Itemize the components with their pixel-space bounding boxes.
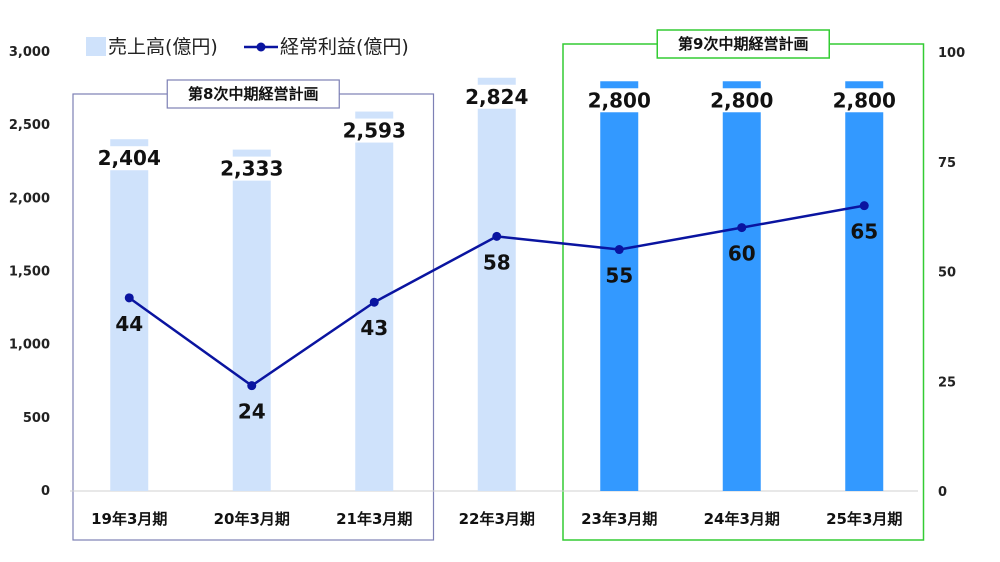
left-axis-tick-label: 3,000	[9, 45, 50, 60]
legend: 売上高(億円) 経常利益(億円)	[86, 36, 409, 58]
bar-label-background	[228, 156, 275, 181]
bar	[722, 81, 761, 492]
line-point	[859, 201, 869, 211]
x-axis-category-label: 23年3月期	[581, 510, 657, 528]
bar-label-background	[596, 88, 643, 113]
bar-value-label: 2,800	[588, 88, 651, 112]
right-axis-tick-label: 0	[938, 485, 947, 500]
bar	[477, 77, 516, 491]
bar-value-label: 2,333	[220, 157, 283, 181]
x-axis-category-label: 20年3月期	[214, 510, 290, 528]
line-point	[492, 231, 502, 241]
line-value-label: 44	[115, 312, 143, 336]
bar-value-label: 2,824	[465, 85, 528, 109]
x-axis-category-label: 24年3月期	[704, 510, 780, 528]
legend-bar-swatch	[86, 37, 106, 56]
legend-line-label: 経常利益(億円)	[280, 36, 409, 58]
line-point	[247, 381, 257, 391]
line-value-label: 65	[850, 220, 878, 244]
plan-group-title-box	[166, 79, 340, 109]
left-axis-tick-label: 0	[41, 484, 50, 499]
line-point	[369, 297, 379, 307]
right-axis-tick-label: 50	[938, 266, 956, 281]
legend-line-marker	[256, 42, 266, 52]
bar-label-background	[718, 88, 765, 113]
bar-value-label: 2,800	[833, 88, 896, 112]
bar	[110, 139, 149, 491]
x-axis-category-label: 19年3月期	[91, 510, 167, 528]
bar-label-background	[473, 84, 520, 109]
line-point	[737, 223, 747, 233]
bar	[600, 81, 639, 492]
left-axis-tick-label: 500	[23, 411, 50, 426]
line-value-label: 55	[605, 264, 633, 288]
bar	[232, 149, 271, 491]
line-series: 44 24 43 58 55 60 65	[115, 201, 878, 424]
plan-group-title: 第9次中期経営計画	[678, 35, 808, 53]
bar-value-label: 2,800	[710, 88, 773, 112]
line-value-label: 43	[360, 316, 388, 340]
bar-value-label: 2,593	[343, 119, 406, 143]
line-point	[124, 293, 134, 303]
line-value-label: 58	[483, 250, 511, 274]
left-axis-tick-label: 2,000	[9, 191, 50, 206]
x-axis-category-label: 25年3月期	[826, 510, 902, 528]
bar-label-background	[106, 146, 153, 171]
right-axis-tick-label: 25	[938, 375, 956, 390]
right-axis-tick-label: 100	[938, 46, 965, 61]
line-value-label: 60	[728, 242, 756, 266]
legend-bar-label: 売上高(億円)	[108, 36, 218, 58]
x-axis-category-label: 21年3月期	[336, 510, 412, 528]
bar-label-background	[841, 88, 888, 113]
left-axis-tick-label: 1,000	[9, 338, 50, 353]
left-axis-tick-label: 1,500	[9, 265, 50, 280]
x-axis-category-label: 22年3月期	[459, 510, 535, 528]
plan-groups: 第8次中期経営計画 第9次中期経営計画	[72, 29, 925, 541]
bar	[845, 81, 884, 492]
line-value-label: 24	[238, 400, 266, 424]
right-axis-tick-label: 75	[938, 156, 956, 171]
bar-series: 2,404 2,333 2,593 2,824 2,800 2,800 2,800	[98, 77, 896, 492]
bar-label-background	[351, 118, 398, 143]
plan-group-title: 第8次中期経営計画	[188, 85, 318, 103]
left-axis-tick-label: 2,500	[9, 118, 50, 133]
bar-value-label: 2,404	[98, 146, 161, 170]
axes: 0 500 1,000 1,500 2,000 2,500 3,000 0 25 50 75 100 1…	[9, 45, 965, 528]
line-point	[614, 245, 624, 255]
plan-group-title-box	[656, 29, 830, 59]
